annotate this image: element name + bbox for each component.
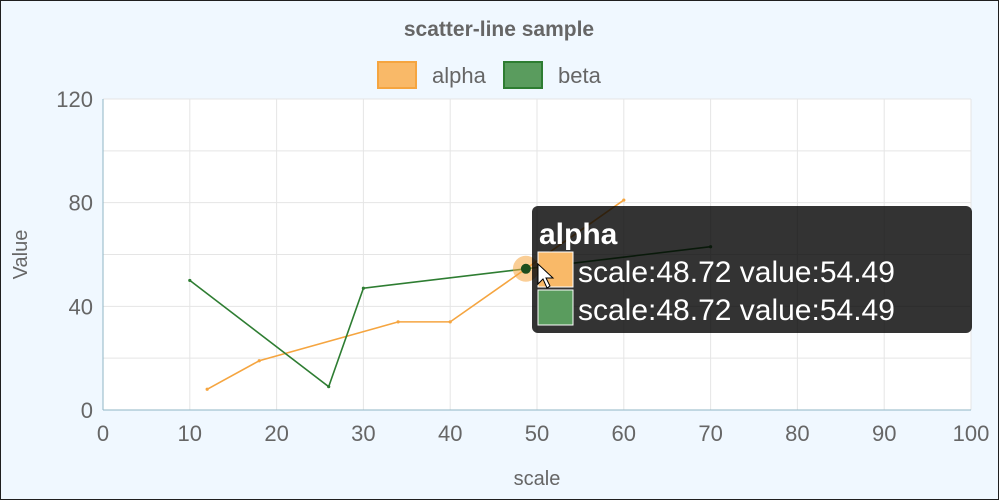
x-tick-label: 70 — [698, 421, 722, 446]
data-point[interactable] — [327, 385, 331, 389]
tooltip: alpha scale:48.72 value:54.49 scale:48.72 … — [532, 206, 972, 333]
x-tick-label: 60 — [612, 421, 636, 446]
mouse-cursor-icon — [537, 262, 555, 289]
y-tick-label: 40 — [69, 294, 93, 319]
y-tick-label: 0 — [81, 398, 93, 423]
tooltip-line: scale:48.72 value:54.49 — [578, 256, 895, 289]
legend-swatch — [503, 61, 543, 89]
x-tick-label: 90 — [872, 421, 896, 446]
x-tick-label: 80 — [785, 421, 809, 446]
tooltip-title: alpha — [539, 218, 618, 251]
legend-label: alpha — [432, 63, 487, 88]
legend-swatch — [377, 61, 417, 89]
x-tick-label: 0 — [97, 421, 109, 446]
x-tick-label: 30 — [351, 421, 375, 446]
x-tick-label: 20 — [264, 421, 288, 446]
y-tick-label: 120 — [56, 87, 93, 112]
x-tick-label: 10 — [178, 421, 202, 446]
tooltip-box — [532, 206, 972, 333]
y-tick-label: 80 — [69, 191, 93, 216]
data-point[interactable] — [396, 320, 400, 324]
data-point[interactable] — [257, 359, 261, 363]
x-axis-label: scale — [514, 468, 561, 490]
data-point[interactable] — [448, 320, 452, 324]
tooltip-swatch — [537, 289, 574, 326]
x-tick-label: 50 — [525, 421, 549, 446]
data-point[interactable] — [622, 198, 626, 202]
tooltip-line: scale:48.72 value:54.49 — [578, 294, 895, 327]
data-point[interactable] — [361, 286, 365, 290]
legend-item-alpha[interactable]: alpha — [377, 61, 487, 89]
x-tick-label: 100 — [953, 421, 990, 446]
legend[interactable]: alpha beta — [377, 61, 602, 89]
y-axis-label: Value — [10, 230, 32, 280]
chart-title: scatter-line sample — [404, 18, 594, 41]
x-tick-label: 40 — [438, 421, 462, 446]
axes: 0 10 20 30 40 50 60 70 80 90 100 0 40 80 120 — [56, 87, 989, 446]
data-point[interactable] — [188, 278, 192, 283]
legend-label: beta — [558, 63, 602, 88]
hover-point — [520, 263, 531, 274]
legend-item-beta[interactable]: beta — [503, 61, 602, 89]
data-point[interactable] — [205, 387, 209, 391]
